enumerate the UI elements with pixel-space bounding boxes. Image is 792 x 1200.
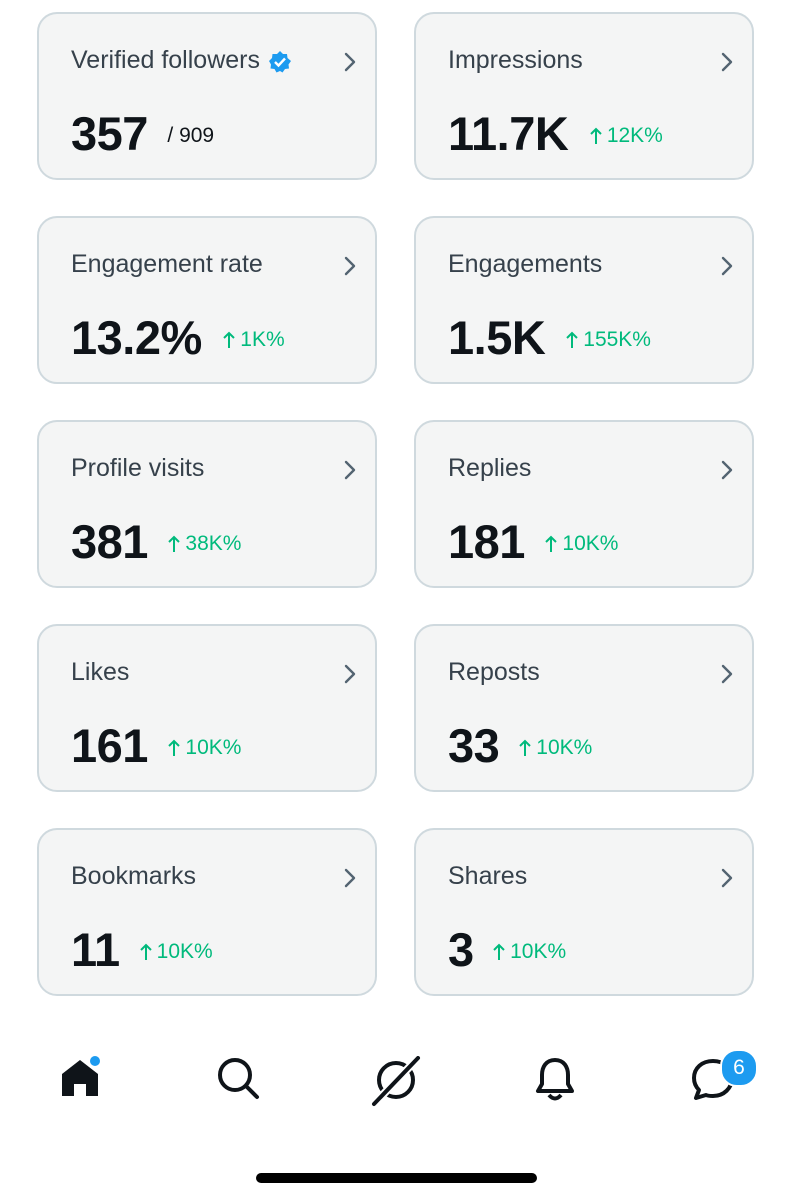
stat-value: 13.2% xyxy=(71,311,202,364)
stat-change: 155K% xyxy=(583,328,651,351)
stat-card[interactable]: Shares 3 10K% xyxy=(414,828,754,996)
stat-card[interactable]: Engagement rate 13.2% 1K% xyxy=(37,216,377,384)
stat-card[interactable]: Replies 181 10K% xyxy=(414,420,754,588)
home-indicator xyxy=(256,1173,537,1183)
stat-value: 357 xyxy=(71,107,148,160)
up-arrow-icon xyxy=(168,535,181,552)
stat-label: Verified followers xyxy=(71,46,260,74)
grok-tab[interactable] xyxy=(370,1056,422,1108)
chevron-icon xyxy=(721,664,733,684)
up-arrow-icon xyxy=(139,943,152,960)
stat-label: Likes xyxy=(71,658,130,686)
stat-value: 1.5K xyxy=(448,311,546,364)
stat-card[interactable]: Verified followers 357 / 909 xyxy=(37,12,377,180)
chevron-icon xyxy=(344,460,356,480)
stat-value: 3 xyxy=(448,923,474,976)
stat-card[interactable]: Profile visits 381 38K% xyxy=(37,420,377,588)
stat-change: 12K% xyxy=(606,124,663,147)
up-arrow-icon xyxy=(519,739,531,756)
stat-value: 181 xyxy=(448,515,525,568)
up-arrow-icon xyxy=(493,943,505,960)
stat-change: 1K% xyxy=(240,328,285,351)
stat-change: 10K% xyxy=(185,736,242,759)
stat-change: 10K% xyxy=(510,940,567,963)
stat-card[interactable]: Likes 161 10K% xyxy=(37,624,377,792)
stat-label: Reposts xyxy=(448,658,540,686)
up-arrow-icon xyxy=(223,331,235,348)
chevron-icon xyxy=(344,664,356,684)
stat-card[interactable]: Bookmarks 11 10K% xyxy=(37,828,377,996)
stat-card[interactable]: Engagements 1.5K 155K% xyxy=(414,216,754,384)
messages-badge: 6 xyxy=(720,1049,758,1087)
up-arrow-icon xyxy=(566,331,578,348)
stat-value: 381 xyxy=(71,515,148,568)
chevron-icon xyxy=(344,256,356,276)
verified-badge xyxy=(268,51,291,73)
chevron-icon xyxy=(721,868,733,888)
chevron-icon xyxy=(344,52,356,72)
home-tab[interactable] xyxy=(58,1056,102,1100)
stat-change: 38K% xyxy=(185,532,242,555)
search-tab[interactable] xyxy=(216,1056,260,1100)
chevron-icon xyxy=(721,256,733,276)
up-arrow-icon xyxy=(545,535,558,552)
stat-total: / 909 xyxy=(167,124,215,147)
stat-label: Engagement rate xyxy=(71,250,263,278)
stat-change: 10K% xyxy=(156,940,213,963)
stat-label: Bookmarks xyxy=(71,862,197,890)
chevron-icon xyxy=(721,460,733,480)
stat-value: 33 xyxy=(448,719,500,772)
notifications-tab[interactable] xyxy=(534,1056,576,1102)
stat-label: Shares xyxy=(448,862,528,890)
stat-value: 11.7K xyxy=(448,107,569,160)
stat-value: 11 xyxy=(71,923,120,976)
stat-card[interactable]: Reposts 33 10K% xyxy=(414,624,754,792)
stat-label: Replies xyxy=(448,454,532,482)
stat-card[interactable]: Impressions 11.7K 12K% xyxy=(414,12,754,180)
stat-change: 10K% xyxy=(562,532,619,555)
stat-change: 10K% xyxy=(536,736,593,759)
chevron-icon xyxy=(344,868,356,888)
up-arrow-icon xyxy=(590,127,602,144)
stat-value: 161 xyxy=(71,719,148,772)
stat-label: Profile visits xyxy=(71,454,205,482)
up-arrow-icon xyxy=(168,739,181,756)
bottom-nav xyxy=(0,1050,792,1114)
stat-label: Engagements xyxy=(448,250,603,278)
chevron-icon xyxy=(721,52,733,72)
stat-label: Impressions xyxy=(448,46,583,74)
